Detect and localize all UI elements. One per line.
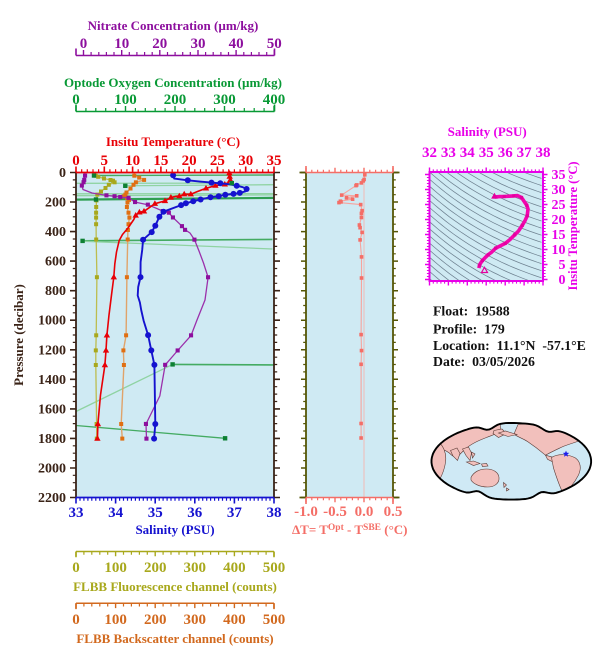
svg-text:2200: 2200	[38, 491, 66, 506]
svg-text:400: 400	[223, 560, 246, 576]
svg-text:33: 33	[441, 145, 456, 161]
svg-text:Profile: 179: Profile: 179	[433, 322, 505, 337]
svg-text:200: 200	[164, 92, 187, 108]
svg-text:Location: 11.1°N -57.1°E: Location: 11.1°N -57.1°E	[433, 338, 586, 353]
svg-text:37: 37	[227, 505, 243, 521]
svg-text:5: 5	[559, 258, 566, 273]
svg-text:200: 200	[144, 612, 167, 628]
svg-text:0: 0	[72, 612, 80, 628]
svg-text:37: 37	[517, 145, 533, 161]
svg-text:33: 33	[69, 505, 84, 521]
svg-text:34: 34	[108, 505, 124, 521]
svg-text:35: 35	[267, 153, 282, 169]
svg-text:100: 100	[104, 612, 127, 628]
svg-text:30: 30	[552, 183, 566, 198]
svg-text:30: 30	[191, 36, 206, 52]
svg-text:300: 300	[184, 612, 207, 628]
svg-text:15: 15	[552, 228, 566, 243]
svg-text:200: 200	[144, 560, 167, 576]
svg-text:10: 10	[114, 36, 129, 52]
svg-text:500: 500	[263, 560, 286, 576]
svg-text:400: 400	[223, 612, 246, 628]
svg-text:10: 10	[552, 243, 566, 258]
svg-text:100: 100	[104, 560, 127, 576]
svg-text:1600: 1600	[38, 402, 66, 417]
svg-text:20: 20	[152, 36, 167, 52]
svg-text:Date: 03/05/2026: Date: 03/05/2026	[433, 354, 535, 369]
svg-text:38: 38	[267, 505, 282, 521]
svg-text:1000: 1000	[38, 314, 66, 329]
svg-text:0: 0	[72, 153, 80, 169]
svg-text:FLBB Backscatter channel (coun: FLBB Backscatter channel (counts)	[76, 631, 273, 646]
svg-text:Salinity (PSU): Salinity (PSU)	[448, 124, 527, 139]
svg-text:20: 20	[182, 153, 197, 169]
svg-text:38: 38	[536, 145, 551, 161]
svg-text:400: 400	[263, 92, 286, 108]
svg-text:34: 34	[460, 145, 476, 161]
svg-text:0: 0	[80, 36, 88, 52]
svg-text:5: 5	[101, 153, 109, 169]
svg-text:30: 30	[238, 153, 253, 169]
svg-text:600: 600	[45, 255, 66, 270]
svg-text:40: 40	[229, 36, 244, 52]
svg-text:400: 400	[45, 225, 66, 240]
svg-text:ΔT= TOpt - TSBE (°C): ΔT= TOpt - TSBE (°C)	[292, 522, 408, 537]
svg-text:0: 0	[59, 166, 66, 181]
svg-text:Insitu Temperature (°C): Insitu Temperature (°C)	[106, 134, 240, 149]
svg-text:0.5: 0.5	[384, 504, 403, 520]
svg-text:Float: 19588: Float: 19588	[433, 304, 510, 319]
svg-text:10: 10	[125, 153, 140, 169]
svg-text:1400: 1400	[38, 373, 66, 388]
svg-text:1200: 1200	[38, 343, 66, 358]
svg-text:35: 35	[148, 505, 163, 521]
svg-text:1800: 1800	[38, 432, 66, 447]
svg-text:2000: 2000	[38, 462, 66, 477]
svg-text:Insitu Temperature (°C): Insitu Temperature (°C)	[566, 161, 580, 290]
svg-text:FLBB Fluorescence channel (cou: FLBB Fluorescence channel (counts)	[73, 579, 277, 594]
svg-text:300: 300	[184, 560, 207, 576]
svg-text:0: 0	[72, 92, 80, 108]
svg-text:15: 15	[153, 153, 168, 169]
svg-text:50: 50	[267, 36, 282, 52]
svg-text:Nitrate Concentration (µm/kg): Nitrate Concentration (µm/kg)	[88, 18, 259, 33]
svg-text:25: 25	[552, 198, 566, 213]
svg-text:0.0: 0.0	[355, 504, 374, 520]
svg-text:-1.0: -1.0	[294, 504, 318, 520]
svg-text:0: 0	[72, 560, 80, 576]
svg-text:-0.5: -0.5	[323, 504, 347, 520]
svg-text:0: 0	[559, 273, 566, 288]
svg-text:Pressure (decibar): Pressure (decibar)	[11, 284, 26, 386]
svg-text:Salinity (PSU): Salinity (PSU)	[135, 522, 214, 537]
svg-text:20: 20	[552, 213, 566, 228]
svg-text:36: 36	[187, 505, 203, 521]
svg-text:25: 25	[210, 153, 225, 169]
svg-text:200: 200	[45, 196, 66, 211]
svg-text:500: 500	[263, 612, 286, 628]
svg-text:Optode Oxygen Concentration (µ: Optode Oxygen Concentration (µm/kg)	[64, 75, 282, 90]
svg-text:36: 36	[498, 145, 514, 161]
svg-text:800: 800	[45, 284, 66, 299]
svg-text:32: 32	[422, 145, 437, 161]
svg-text:35: 35	[479, 145, 494, 161]
svg-text:300: 300	[213, 92, 236, 108]
svg-text:35: 35	[552, 168, 566, 183]
svg-text:100: 100	[114, 92, 137, 108]
